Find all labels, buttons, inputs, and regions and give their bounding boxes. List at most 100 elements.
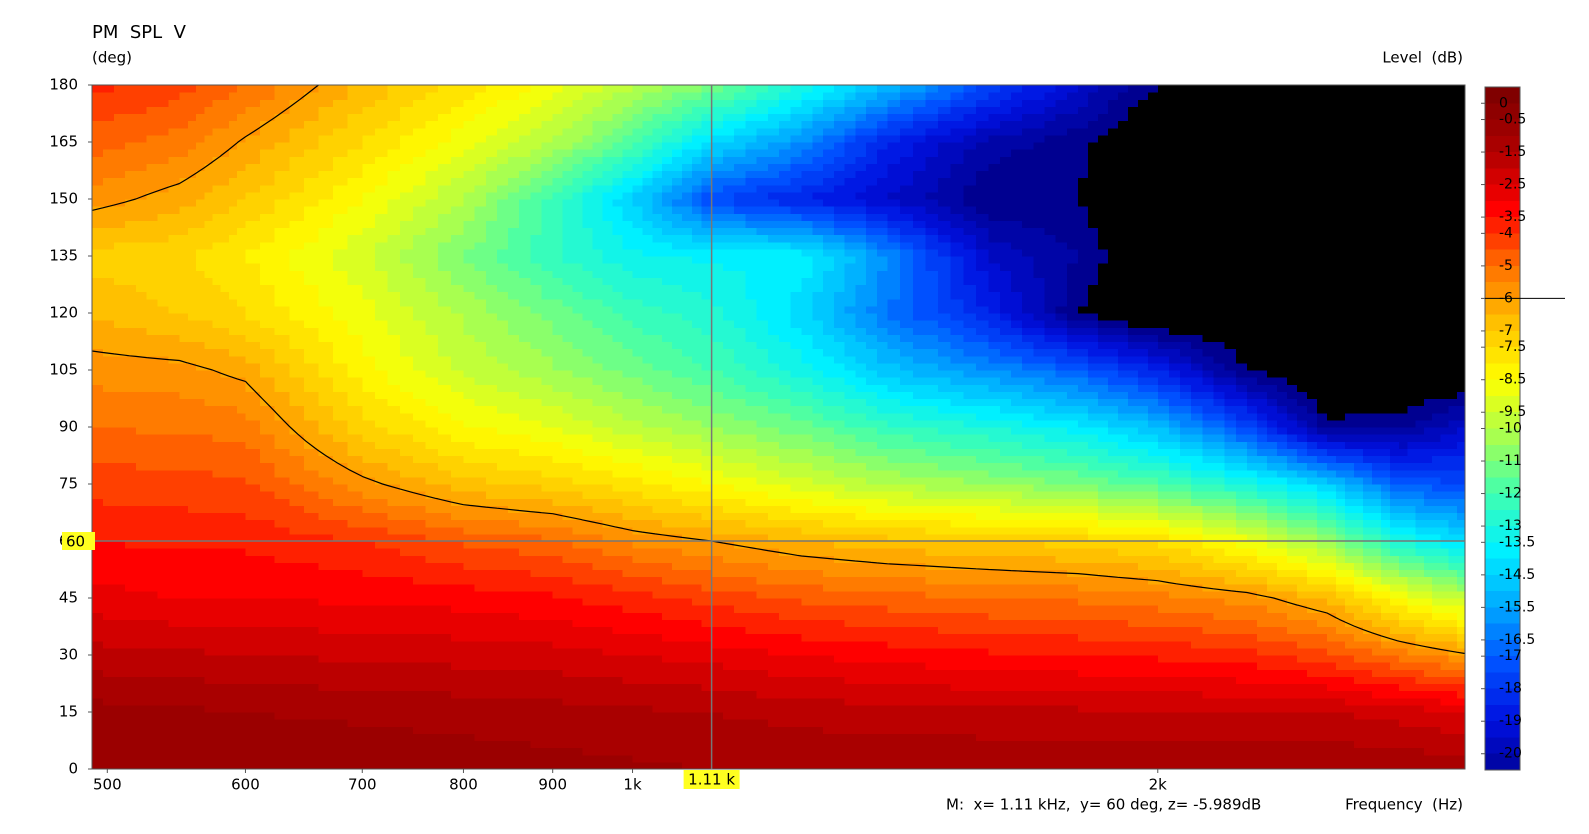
cell (400, 697, 414, 706)
cell (245, 719, 261, 727)
cell (1087, 512, 1099, 521)
cell (1326, 726, 1337, 734)
cell (333, 740, 349, 749)
cell (855, 619, 867, 628)
cell (347, 605, 363, 613)
cell (1326, 512, 1337, 521)
cell (168, 619, 181, 628)
cell (196, 590, 205, 599)
cell (1266, 612, 1278, 620)
cell (474, 697, 487, 706)
cell (92, 726, 104, 734)
cell (212, 690, 222, 699)
cell (711, 726, 724, 734)
cell (1335, 633, 1346, 642)
cell (790, 569, 803, 578)
cell (552, 569, 564, 578)
cell (1127, 526, 1139, 535)
cell (866, 761, 878, 770)
cell (347, 491, 363, 499)
cell (976, 754, 990, 763)
cell (374, 555, 389, 563)
cell (572, 590, 584, 599)
cell (485, 555, 498, 563)
cell (1077, 526, 1089, 535)
cell (711, 519, 724, 528)
cell (519, 633, 531, 642)
cell (412, 498, 427, 506)
cell (347, 690, 363, 699)
cell (876, 576, 889, 585)
cell (701, 712, 713, 720)
cell (767, 533, 780, 542)
cell (438, 598, 452, 606)
cell (438, 655, 452, 663)
cell (260, 526, 276, 535)
cell (963, 761, 977, 770)
cell (92, 526, 104, 535)
cell (1247, 669, 1258, 677)
cell (196, 662, 205, 670)
cell (1224, 683, 1237, 692)
cell (289, 619, 305, 628)
cell (691, 612, 703, 620)
cell (438, 647, 452, 656)
cell (450, 676, 465, 685)
cell (1316, 747, 1328, 756)
cell (474, 676, 487, 685)
cell (950, 761, 964, 770)
cell (179, 526, 189, 535)
cell (1180, 697, 1192, 706)
cell (362, 712, 376, 720)
cell (1276, 669, 1288, 677)
cell (530, 498, 543, 506)
cell (1180, 598, 1192, 606)
cell (602, 555, 614, 563)
cell (1147, 719, 1159, 727)
cell (1224, 569, 1237, 578)
cell (1399, 519, 1408, 528)
cell (711, 683, 724, 692)
cell (887, 498, 901, 506)
cell (632, 512, 644, 521)
cell (582, 704, 594, 713)
cell (1256, 733, 1268, 742)
cell (289, 690, 305, 699)
cell (1381, 655, 1391, 663)
cell (722, 704, 735, 713)
cell (1415, 676, 1425, 685)
cell (1353, 605, 1364, 613)
cell (1440, 505, 1450, 514)
cell (672, 747, 683, 756)
cell (92, 590, 104, 599)
cell (1276, 619, 1288, 628)
cell (701, 761, 713, 770)
cell (1213, 576, 1226, 585)
cell (1191, 676, 1203, 685)
cell (1456, 662, 1466, 670)
cell (1306, 733, 1318, 742)
cell (691, 555, 703, 563)
cell (711, 505, 724, 514)
cell (179, 697, 189, 706)
cell (912, 498, 927, 506)
cell (938, 555, 952, 563)
cell (1362, 676, 1373, 685)
cell (187, 541, 197, 549)
cell (102, 590, 115, 599)
cell (157, 647, 170, 656)
cell (289, 605, 305, 613)
cell (412, 626, 427, 635)
cell (1137, 498, 1149, 506)
cell (212, 576, 222, 585)
cell (92, 640, 104, 649)
cell (1010, 626, 1023, 635)
cell (113, 505, 126, 514)
cell (1256, 576, 1268, 585)
cell (1224, 598, 1237, 606)
cell (552, 655, 564, 663)
cell (572, 690, 584, 699)
cell (1276, 569, 1288, 578)
cell (1213, 512, 1226, 521)
cell (790, 704, 803, 713)
